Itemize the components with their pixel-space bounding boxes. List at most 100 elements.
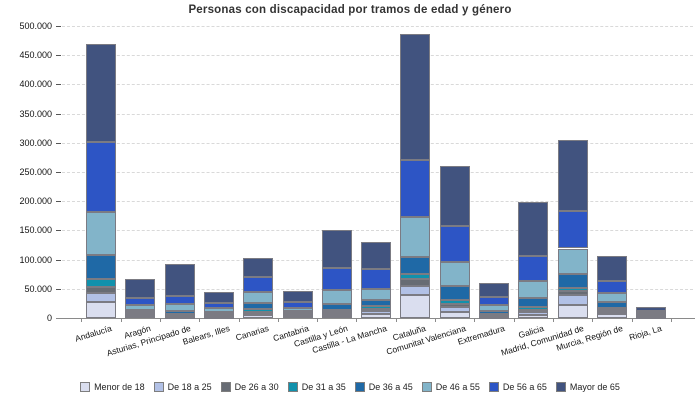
x-axis-label: Rioja, La: [628, 323, 664, 343]
bar-segment: [479, 296, 509, 306]
bar-segment: [282, 310, 313, 314]
bar-segment: [479, 311, 509, 314]
bar-segment: [321, 268, 352, 291]
y-axis-tick: [56, 55, 61, 57]
legend-swatch-icon: [220, 382, 231, 392]
bar-segment: [596, 302, 627, 309]
bar-segment: [596, 281, 627, 293]
legend-label: Mayor de 65: [569, 382, 620, 392]
x-axis-tick: [159, 319, 161, 322]
bar-segment: [86, 278, 116, 288]
x-axis-tick: [356, 319, 358, 322]
bar-segment: [439, 299, 470, 304]
bar-segment: [243, 292, 274, 304]
x-axis-tick: [670, 319, 672, 322]
bar-segment: [439, 165, 470, 226]
legend-item: Menor de 18: [80, 382, 145, 392]
bar-segment: [125, 278, 156, 298]
bar-segment: [479, 305, 509, 312]
bar-segment: [361, 308, 392, 312]
bar-segment: [557, 248, 588, 275]
bar-segment: [400, 294, 431, 318]
x-axis-tick: [317, 319, 319, 322]
legend-swatch-icon: [287, 382, 298, 392]
bar-segment: [86, 287, 116, 293]
bar-segment: [518, 256, 549, 281]
y-gridline: [62, 230, 693, 232]
legend-label: De 56 a 65: [502, 382, 547, 392]
y-gridline: [62, 142, 693, 144]
y-axis-label: 400.000: [19, 79, 52, 90]
bar-segment: [86, 44, 116, 143]
chart-title: Personas con discapacidad por tramos de …: [188, 4, 512, 16]
bar-segment: [86, 142, 116, 213]
y-axis-label: 150.000: [19, 225, 52, 236]
legend-item: De 46 a 55: [421, 382, 480, 392]
bar-segment: [518, 309, 549, 313]
y-axis-label: 50.000: [24, 283, 52, 294]
bar-segment: [321, 290, 352, 304]
legend-item: De 26 a 30: [220, 382, 279, 392]
bar-segment: [518, 312, 549, 315]
y-axis-tick: [56, 142, 61, 144]
y-axis-tick: [56, 84, 61, 86]
bar-segment: [636, 307, 667, 311]
y-axis-label: 100.000: [19, 254, 52, 265]
x-axis-line: [56, 318, 695, 319]
bar-segment: [596, 255, 627, 282]
legend-swatch-icon: [80, 382, 91, 392]
bar-segment: [125, 297, 156, 306]
bar-segment: [361, 313, 392, 318]
bar-segment: [596, 310, 627, 313]
x-axis-tick: [81, 319, 83, 322]
bar-segment: [557, 210, 588, 249]
bar-segment: [557, 304, 588, 318]
bar-segment: [596, 314, 627, 318]
x-axis-tick: [120, 319, 122, 322]
bar-segment: [596, 312, 627, 315]
y-axis-tick: [56, 230, 61, 232]
x-axis-tick: [435, 319, 437, 322]
bar-segment: [400, 34, 431, 160]
bar-segment: [321, 311, 352, 314]
bar-segment: [203, 308, 234, 312]
x-axis-tick: [513, 319, 515, 322]
y-axis-label: 250.000: [19, 167, 52, 177]
y-axis-label: 200.000: [19, 196, 52, 207]
bar-segment: [203, 303, 234, 309]
bar-segment: [596, 308, 627, 311]
bar-segment: [321, 315, 352, 318]
y-axis-label: 300.000: [19, 137, 52, 148]
bar-segment: [439, 286, 470, 300]
x-axis-label: Canarias: [234, 323, 271, 343]
bar-segment: [243, 311, 274, 314]
y-axis-label: 0: [46, 313, 52, 323]
bar-segment: [400, 285, 431, 295]
legend-swatch-icon: [421, 382, 432, 392]
bar-segment: [518, 297, 549, 308]
bar-segment: [321, 309, 352, 312]
legend-label: Menor de 18: [94, 382, 145, 392]
bar-segment: [282, 308, 313, 311]
y-axis-tick: [56, 259, 61, 261]
bar-segment: [86, 254, 116, 279]
legend-swatch-icon: [555, 382, 566, 392]
legend: Menor de 18 De 18 a 25 De 26 a 30 De 31 a 3…: [0, 377, 700, 397]
y-gridline: [62, 201, 693, 203]
legend-label: De 46 a 55: [435, 382, 480, 392]
x-axis-tick: [199, 319, 201, 322]
bar-segment: [361, 306, 392, 309]
bar-segment: [479, 282, 509, 297]
bar-segment: [243, 303, 274, 309]
y-gridline: [62, 113, 693, 115]
bar-segment: [125, 312, 156, 315]
bar-segment: [361, 288, 392, 301]
bar-segment: [361, 300, 392, 307]
bar-segment: [164, 295, 195, 305]
bar-segment: [203, 311, 234, 314]
bar-segment: [243, 277, 274, 292]
bar-segment: [439, 226, 470, 262]
x-axis-tick: [238, 319, 240, 322]
bar-segment: [636, 310, 667, 313]
